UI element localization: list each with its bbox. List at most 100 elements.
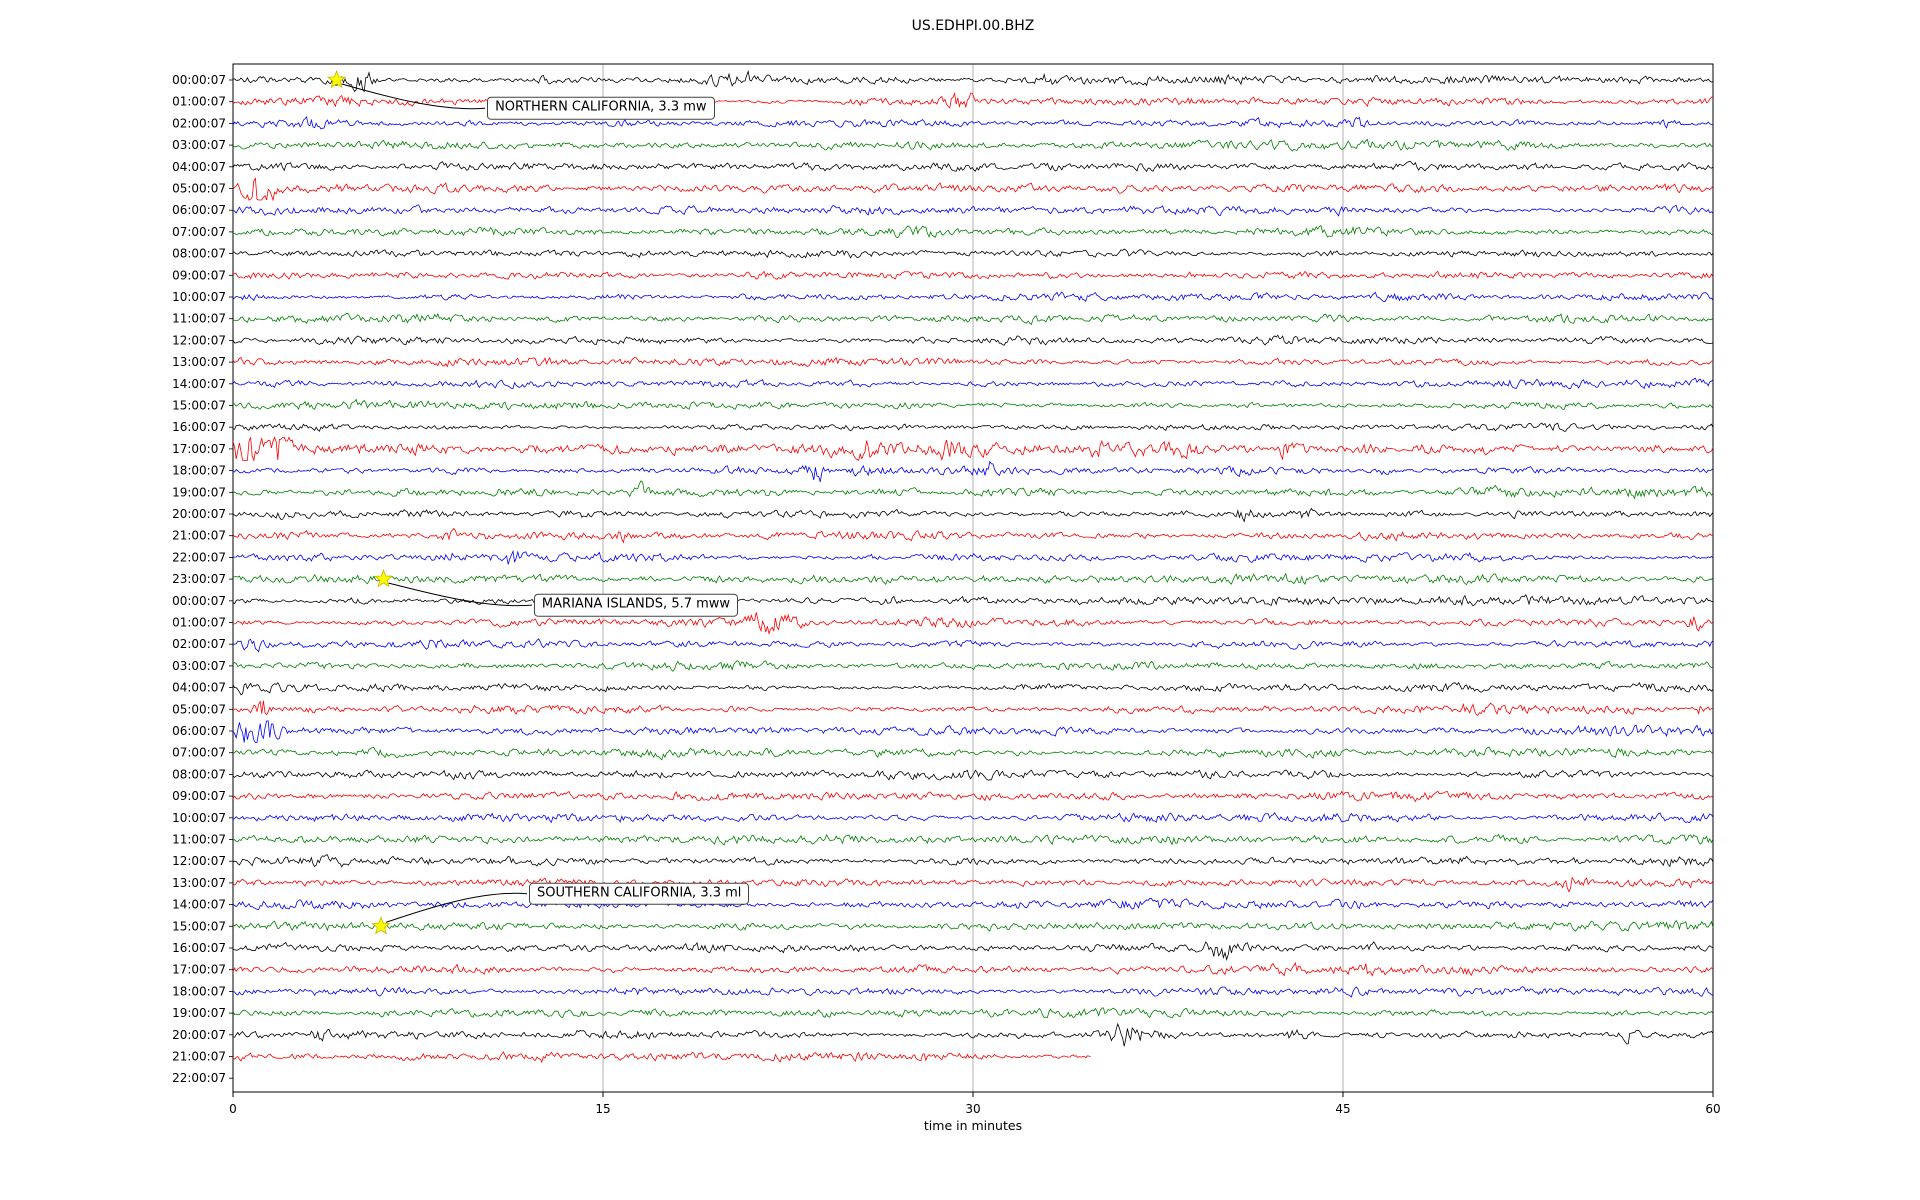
row-time-label: 14:00:07 <box>172 377 226 391</box>
x-tick-label: 45 <box>1335 1102 1350 1116</box>
x-tick-label: 0 <box>229 1102 237 1116</box>
seismic-trace <box>232 248 1714 259</box>
row-time-label: 15:00:07 <box>172 399 226 413</box>
row-time-label: 01:00:07 <box>172 95 226 109</box>
seismic-trace <box>232 422 1714 432</box>
seismic-trace <box>232 962 1714 977</box>
seismic-trace <box>232 1022 1714 1047</box>
seismic-trace <box>232 161 1714 173</box>
row-time-label: 06:00:07 <box>172 203 226 217</box>
seismic-trace <box>232 138 1714 152</box>
row-time-label: 04:00:07 <box>172 160 226 174</box>
row-time-label: 02:00:07 <box>172 637 226 651</box>
x-tick-label: 15 <box>595 1102 610 1116</box>
row-time-label: 11:00:07 <box>172 312 226 326</box>
row-time-label: 22:00:07 <box>172 1071 226 1085</box>
seismic-trace <box>232 681 1714 696</box>
x-tick-label: 60 <box>1705 1102 1720 1116</box>
row-time-label: 12:00:07 <box>172 854 226 868</box>
seismic-trace <box>232 356 1714 368</box>
row-time-label: 03:00:07 <box>172 659 226 673</box>
row-time-label: 13:00:07 <box>172 876 226 890</box>
event-annotation: MARIANA ISLANDS, 5.7 mww <box>533 593 739 617</box>
row-time-label: 07:00:07 <box>172 746 226 760</box>
event-star-icon <box>326 69 347 89</box>
seismic-trace <box>232 720 1714 743</box>
row-time-label: 07:00:07 <box>172 225 226 239</box>
seismic-trace <box>232 572 1714 586</box>
row-time-label: 18:00:07 <box>172 984 226 998</box>
row-time-label: 17:00:07 <box>172 963 226 977</box>
seismic-trace <box>232 594 1714 607</box>
row-time-label: 08:00:07 <box>172 767 226 781</box>
seismic-trace <box>232 480 1714 500</box>
seismic-trace <box>232 270 1714 280</box>
seismic-trace <box>232 833 1714 846</box>
row-time-label: 08:00:07 <box>172 247 226 261</box>
seismic-trace <box>232 177 1714 202</box>
seismic-trace <box>232 986 1714 998</box>
row-time-label: 19:00:07 <box>172 485 226 499</box>
seismic-trace <box>232 769 1714 781</box>
row-time-label: 17:00:07 <box>172 442 226 456</box>
seismic-trace <box>232 507 1714 523</box>
row-time-label: 14:00:07 <box>172 898 226 912</box>
seismic-trace <box>232 941 1714 961</box>
seismic-trace <box>232 291 1714 303</box>
event-callout-line <box>385 892 528 923</box>
row-time-label: 22:00:07 <box>172 550 226 564</box>
row-time-label: 21:00:07 <box>172 529 226 543</box>
seismic-trace <box>232 700 1714 716</box>
seismic-trace <box>232 91 1714 109</box>
seismic-trace <box>232 1007 1714 1019</box>
seismic-trace <box>232 897 1714 911</box>
row-time-label: 05:00:07 <box>172 182 226 196</box>
row-time-label: 12:00:07 <box>172 333 226 347</box>
event-annotation: NORTHERN CALIFORNIA, 3.3 mw <box>487 96 715 120</box>
seismic-trace <box>232 811 1714 824</box>
seismic-trace <box>232 377 1714 390</box>
seismic-trace <box>232 854 1714 868</box>
row-time-label: 18:00:07 <box>172 464 226 478</box>
seismic-trace <box>232 790 1714 803</box>
x-axis-title: time in minutes <box>923 1118 1023 1133</box>
seismic-trace <box>232 398 1714 411</box>
seismic-trace <box>232 312 1714 326</box>
seismic-trace <box>232 436 1714 462</box>
row-time-label: 15:00:07 <box>172 919 226 933</box>
seismic-trace <box>232 225 1714 239</box>
seismic-trace <box>232 1051 1091 1064</box>
row-time-label: 21:00:07 <box>172 1050 226 1064</box>
row-time-label: 16:00:07 <box>172 420 226 434</box>
seismic-trace <box>232 527 1714 544</box>
seismic-trace <box>232 746 1714 761</box>
row-time-label: 00:00:07 <box>172 594 226 608</box>
seismic-trace <box>232 549 1714 565</box>
seismic-trace <box>232 204 1714 217</box>
event-annotation: SOUTHERN CALIFORNIA, 3.3 ml <box>529 882 750 906</box>
seismic-trace <box>232 638 1714 653</box>
seismic-trace <box>232 660 1714 672</box>
row-time-label: 03:00:07 <box>172 138 226 152</box>
row-time-label: 01:00:07 <box>172 616 226 630</box>
row-time-label: 05:00:07 <box>172 702 226 716</box>
row-time-label: 19:00:07 <box>172 1006 226 1020</box>
seismic-trace <box>232 334 1714 346</box>
x-tick-label: 30 <box>965 1102 980 1116</box>
row-time-label: 20:00:07 <box>172 1028 226 1042</box>
row-time-label: 02:00:07 <box>172 116 226 130</box>
row-time-label: 06:00:07 <box>172 724 226 738</box>
row-time-label: 11:00:07 <box>172 833 226 847</box>
row-time-label: 23:00:07 <box>172 572 226 586</box>
row-time-label: 10:00:07 <box>172 290 226 304</box>
row-time-label: 16:00:07 <box>172 941 226 955</box>
event-callout-line <box>341 83 486 110</box>
seismic-trace <box>232 460 1714 483</box>
row-time-label: 13:00:07 <box>172 355 226 369</box>
row-time-label: 10:00:07 <box>172 811 226 825</box>
event-callout-line <box>388 582 532 607</box>
event-star-icon <box>371 916 391 935</box>
seismic-trace <box>232 612 1714 635</box>
